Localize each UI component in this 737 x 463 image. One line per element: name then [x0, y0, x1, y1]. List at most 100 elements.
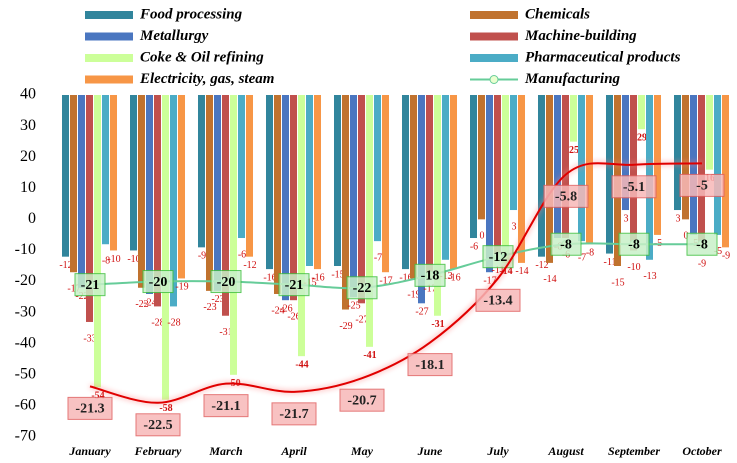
- bar: [178, 95, 185, 279]
- bar: [554, 95, 561, 239]
- label-box: [679, 173, 725, 197]
- label-box: [339, 388, 385, 412]
- data-label: -15: [303, 277, 316, 288]
- bar: [146, 95, 153, 294]
- y-tick-label: -70: [15, 428, 36, 445]
- data-label: -10: [127, 254, 140, 265]
- bar: [426, 95, 433, 273]
- y-tick-label: 30: [20, 117, 36, 134]
- data-label: -8: [102, 256, 110, 267]
- bar: [94, 95, 101, 388]
- x-tick-label: May: [350, 444, 374, 458]
- bar: [350, 95, 357, 298]
- legend-label: Machine-building: [524, 28, 637, 44]
- x-tick-label: June: [417, 444, 443, 458]
- bar: [282, 95, 289, 301]
- legend-label: Pharmaceutical products: [525, 49, 681, 65]
- bar: [638, 95, 645, 130]
- bar: [238, 95, 245, 239]
- bar: [674, 95, 681, 211]
- bar: [130, 95, 137, 251]
- data-label: -24: [271, 305, 284, 316]
- bar: [578, 95, 585, 242]
- bar: [358, 95, 365, 304]
- data-label: -8: [628, 237, 640, 252]
- bar: [306, 95, 313, 266]
- data-label: -23: [211, 294, 224, 305]
- legend-label: Coke & Oil refining: [140, 49, 264, 65]
- bar: [366, 95, 373, 347]
- legend-label: Electricity, gas, steam: [139, 71, 274, 87]
- data-label: -14: [499, 266, 512, 277]
- data-label: -13.4: [483, 294, 512, 309]
- bar: [170, 95, 177, 307]
- data-label: -20: [217, 275, 236, 290]
- y-tick-label: 20: [20, 148, 36, 165]
- legend-swatch: [85, 32, 133, 41]
- y-tick-label: 40: [20, 86, 36, 103]
- label-box: [475, 288, 521, 312]
- bar: [70, 95, 77, 273]
- legend-label: Metallurgy: [139, 28, 209, 44]
- bar: [722, 95, 729, 248]
- bar: [162, 95, 169, 400]
- bar: [402, 95, 409, 270]
- data-label: 29: [637, 132, 647, 143]
- legend-label: Chemicals: [525, 6, 590, 22]
- data-label: -31: [431, 319, 444, 330]
- bar: [138, 95, 145, 288]
- data-label: -20.7: [347, 393, 376, 408]
- data-label: -15: [611, 277, 624, 288]
- bar: [494, 95, 501, 254]
- data-label: -19: [407, 290, 420, 301]
- data-label: -26: [287, 311, 300, 322]
- data-label: -7: [374, 252, 382, 263]
- y-tick-label: -40: [15, 334, 36, 351]
- x-tick-label: March: [208, 444, 243, 458]
- label-box: [271, 402, 317, 426]
- data-label: -27: [355, 315, 368, 326]
- data-label: -18: [421, 269, 440, 284]
- data-label: 3: [624, 213, 629, 224]
- legend-swatch: [85, 54, 133, 62]
- bar: [274, 95, 281, 294]
- bar: [342, 95, 349, 310]
- data-label: -31: [219, 327, 232, 338]
- data-label: -13: [439, 271, 452, 282]
- bar: [266, 95, 273, 270]
- data-label: -16: [399, 272, 412, 283]
- data-label: -9: [198, 251, 206, 262]
- bar: [570, 95, 577, 142]
- bar: [682, 95, 689, 220]
- legend-swatch: [85, 11, 133, 19]
- bar: [374, 95, 381, 242]
- data-label: -8: [560, 237, 572, 252]
- x-tick-label: January: [68, 444, 111, 458]
- label-box: [74, 273, 106, 297]
- label-box: [203, 394, 249, 418]
- data-label: 3: [512, 221, 517, 232]
- data-label: -16: [311, 272, 324, 283]
- legend-swatch: [470, 54, 518, 62]
- data-label: -28: [167, 318, 180, 329]
- label-box: [611, 175, 657, 199]
- data-label: -20: [149, 275, 168, 290]
- bar: [62, 95, 69, 257]
- data-label: -13: [643, 271, 656, 282]
- bar: [154, 95, 161, 307]
- data-label: -23: [203, 302, 216, 313]
- label-box: [346, 276, 378, 300]
- bar: [698, 95, 705, 248]
- bar: [246, 95, 253, 257]
- data-label: -10: [107, 254, 120, 265]
- bar: [486, 95, 493, 273]
- label-box: [210, 270, 242, 294]
- bar: [434, 95, 441, 316]
- data-label: -22: [75, 291, 88, 302]
- bar: [214, 95, 221, 291]
- data-label: -12: [59, 260, 72, 271]
- bar: [102, 95, 109, 245]
- bar: [502, 95, 509, 263]
- data-label: -19: [175, 282, 188, 293]
- data-label: -21.7: [279, 407, 308, 422]
